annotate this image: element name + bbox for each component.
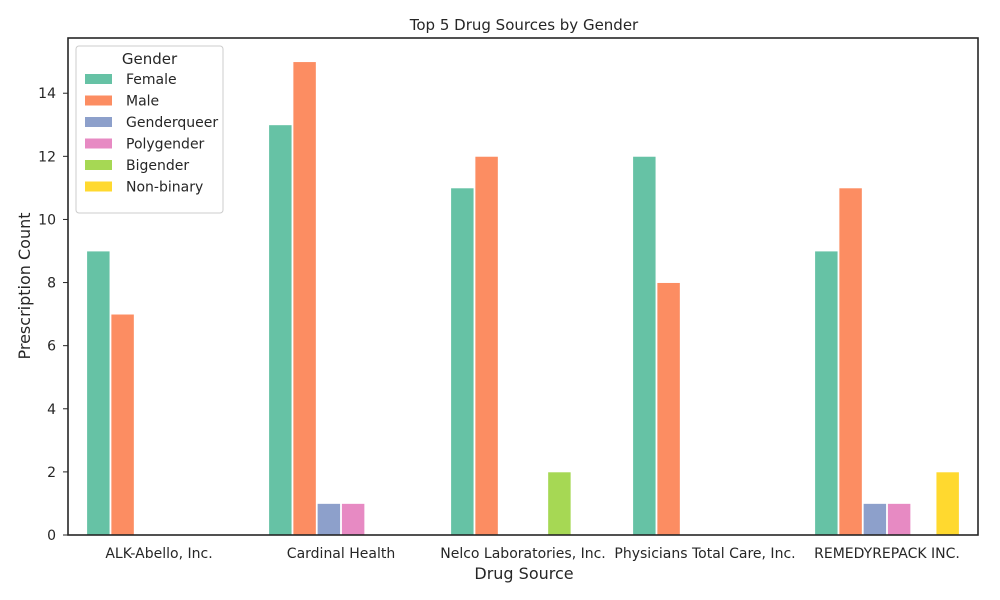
x-tick-label: ALK-Abello, Inc.: [105, 546, 212, 562]
bar-polygender: [887, 503, 912, 536]
y-tick-label: 12: [38, 149, 56, 165]
bar-non-binary: [935, 471, 960, 536]
x-tick-label: REMEDYREPACK INC.: [814, 546, 960, 562]
legend-swatch: [85, 74, 112, 84]
bar-polygender: [341, 503, 366, 536]
x-axis-title: Drug Source: [474, 564, 573, 583]
y-axis: 0 2 4 6 8 10 12 14: [38, 86, 68, 544]
legend-entry: Bigender: [126, 158, 189, 174]
bar-genderqueer: [862, 503, 887, 536]
legend-swatch: [85, 95, 112, 106]
legend-swatch: [85, 117, 112, 127]
legend-entry: Male: [126, 94, 159, 110]
y-tick-label: 0: [47, 528, 56, 544]
x-tick-label: Physicians Total Care, Inc.: [614, 546, 795, 562]
bar-female: [632, 155, 657, 536]
bar-male: [474, 155, 499, 536]
bar-female: [450, 187, 475, 536]
bar-female: [268, 124, 293, 536]
x-tick-label: Cardinal Health: [287, 546, 395, 562]
plot-frame: [67, 37, 979, 536]
y-tick-label: 2: [47, 465, 56, 481]
legend-entry: Female: [126, 72, 177, 88]
legend-title: Gender: [122, 50, 178, 68]
x-axis: ALK-Abello, Inc. Cardinal Health Nelco Lab…: [105, 546, 960, 562]
y-tick-label: 14: [38, 86, 56, 102]
bar-male: [110, 313, 135, 536]
bar-male: [292, 61, 317, 536]
legend-entry: Non-binary: [126, 180, 203, 196]
x-tick-label: Nelco Laboratories, Inc.: [440, 546, 606, 562]
y-tick-label: 10: [38, 212, 56, 228]
y-tick-label: 4: [47, 402, 56, 418]
y-tick-label: 8: [47, 276, 56, 292]
bar-female: [814, 250, 839, 536]
legend-box: [75, 45, 224, 214]
bar-genderqueer: [316, 503, 341, 536]
bar-male: [838, 187, 863, 536]
y-axis-title: Prescription Count: [15, 213, 34, 360]
legend-entry: Genderqueer: [126, 115, 218, 131]
bars-layer: [86, 61, 960, 536]
legend-swatch: [85, 138, 112, 149]
bar-bigender: [547, 471, 572, 536]
legend-swatch: [85, 181, 112, 192]
bar-female: [86, 250, 111, 536]
bar-male: [656, 282, 681, 536]
legend: Gender Female Male Genderqueer Polygender Big…: [75, 45, 224, 214]
y-tick-label: 6: [47, 339, 56, 355]
legend-swatch: [85, 160, 112, 170]
chart-title: Top 5 Drug Sources by Gender: [409, 16, 639, 34]
legend-entry: Polygender: [126, 137, 205, 153]
